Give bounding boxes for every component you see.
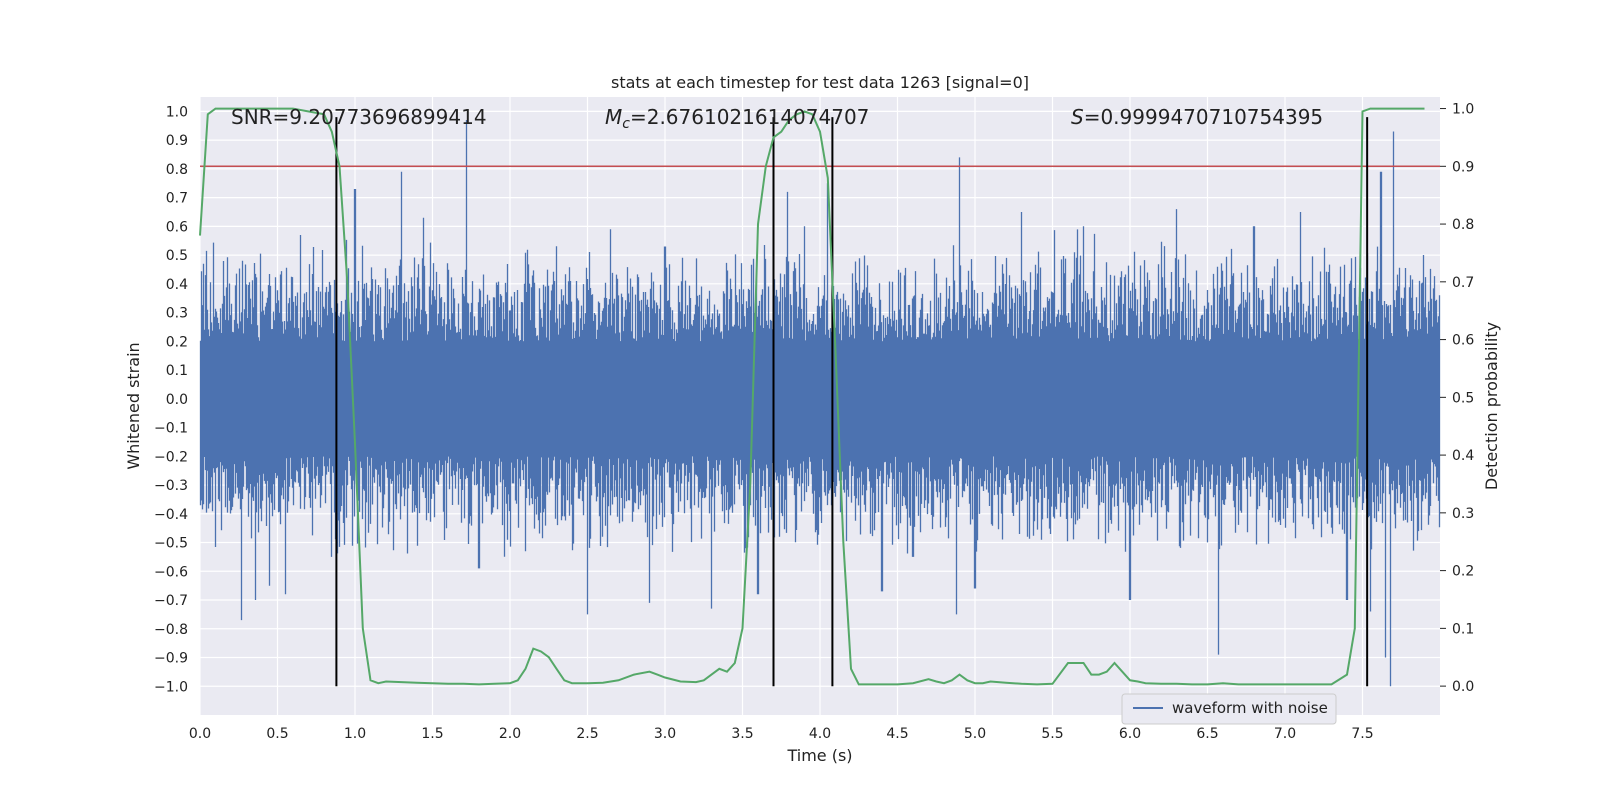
y-tick-label-left: 0.2: [166, 334, 188, 350]
x-tick-label: 2.5: [576, 726, 598, 742]
x-tick-label: 4.0: [809, 726, 831, 742]
y-tick-label-left: −0.5: [154, 536, 188, 552]
y-tick-label-right: 0.2: [1452, 564, 1474, 580]
y-tick-label-right: 0.4: [1452, 448, 1474, 464]
y-tick-label-right: 0.3: [1452, 506, 1474, 522]
x-tick-label: 6.0: [1119, 726, 1141, 742]
y-tick-label-left: −0.9: [154, 651, 188, 667]
x-tick-label: 4.5: [886, 726, 908, 742]
x-tick-label: 2.0: [499, 726, 521, 742]
snr-annotation: SNR=9.20773696899414: [231, 105, 487, 129]
reference-lines: [200, 117, 1440, 687]
y-tick-label-left: 0.1: [166, 363, 188, 379]
y-tick-label-left: −0.8: [154, 622, 188, 638]
y-tick-label-left: 0.3: [166, 306, 188, 322]
y-tick-label-right: 0.1: [1452, 621, 1474, 637]
x-tick-label: 7.0: [1274, 726, 1296, 742]
y-tick-label-left: 0.4: [166, 277, 188, 293]
y-tick-label-right: 0.5: [1452, 390, 1474, 406]
y-axis-label-right: Detection probability: [1482, 322, 1501, 490]
axes: 0.0 0.5 1.0 1.5 2.0 2.5 3.0 3.5 4.0 4.5 5.0 5.5 6.0 6…: [154, 102, 1474, 742]
mc-annotation: Mc=2.6761021614074707: [605, 105, 869, 132]
y-tick-label-left: 0.8: [166, 162, 188, 178]
y-tick-label-left: −1.0: [154, 679, 188, 695]
x-axis-label: Time (s): [786, 746, 852, 765]
probability-series: [199, 107, 1425, 686]
y-tick-label-left: 0.6: [166, 219, 188, 235]
probability-line: [199, 107, 1425, 686]
legend-box: [1121, 693, 1337, 725]
mc-symbol: M: [605, 105, 622, 129]
x-tick-label: 5.0: [964, 726, 986, 742]
s-value: =0.9999470710754395: [1084, 105, 1323, 129]
y-tick-label-right: 1.0: [1452, 102, 1474, 118]
legend-label-waveform: waveform with noise: [1172, 699, 1328, 717]
y-tick-label-left: −0.7: [154, 593, 188, 609]
x-tick-label: 0.5: [266, 726, 288, 742]
legend: waveform with noise: [1121, 693, 1337, 725]
y-tick-label-right: 0.8: [1452, 217, 1474, 233]
x-tick-label: 3.0: [654, 726, 676, 742]
x-tick-label: 5.5: [1041, 726, 1063, 742]
x-tick-label: 1.0: [344, 726, 366, 742]
y-tick-label-left: 0.7: [166, 191, 188, 207]
s-annotation: S=0.9999470710754395: [1071, 105, 1323, 129]
y-tick-label-left: 0.5: [166, 248, 188, 264]
y-tick-label-left: 0.0: [166, 392, 188, 408]
waveform-core-band: [200, 341, 1440, 457]
mc-subscript: c: [622, 116, 630, 132]
mc-value: =2.6761021614074707: [630, 105, 869, 129]
y-tick-label-left: −0.6: [154, 564, 188, 580]
y-tick-label-left: 0.9: [166, 133, 188, 149]
x-tick-label: 6.5: [1196, 726, 1218, 742]
x-tick-label: 3.5: [731, 726, 753, 742]
y-tick-label-left: −0.3: [154, 478, 188, 494]
x-tick-label: 1.5: [421, 726, 443, 742]
chart-title: stats at each timestep for test data 126…: [611, 73, 1029, 92]
y-tick-label-right: 0.9: [1452, 159, 1474, 175]
y-tick-label-left: −0.4: [154, 507, 188, 523]
y-tick-label-left: 1.0: [166, 104, 188, 120]
s-symbol: S: [1071, 105, 1084, 129]
x-tick-label: 7.5: [1351, 726, 1373, 742]
x-tick-label: 0.0: [189, 726, 211, 742]
y-tick-label-right: 0.6: [1452, 333, 1474, 349]
y-tick-label-right: 0.0: [1452, 679, 1474, 695]
y-tick-label-left: −0.2: [154, 449, 188, 465]
y-axis-label-left: Whitened strain: [124, 342, 143, 469]
waveform-series: [199, 120, 1441, 687]
y-tick-label-right: 0.7: [1452, 275, 1474, 291]
y-tick-label-left: −0.1: [154, 421, 188, 437]
